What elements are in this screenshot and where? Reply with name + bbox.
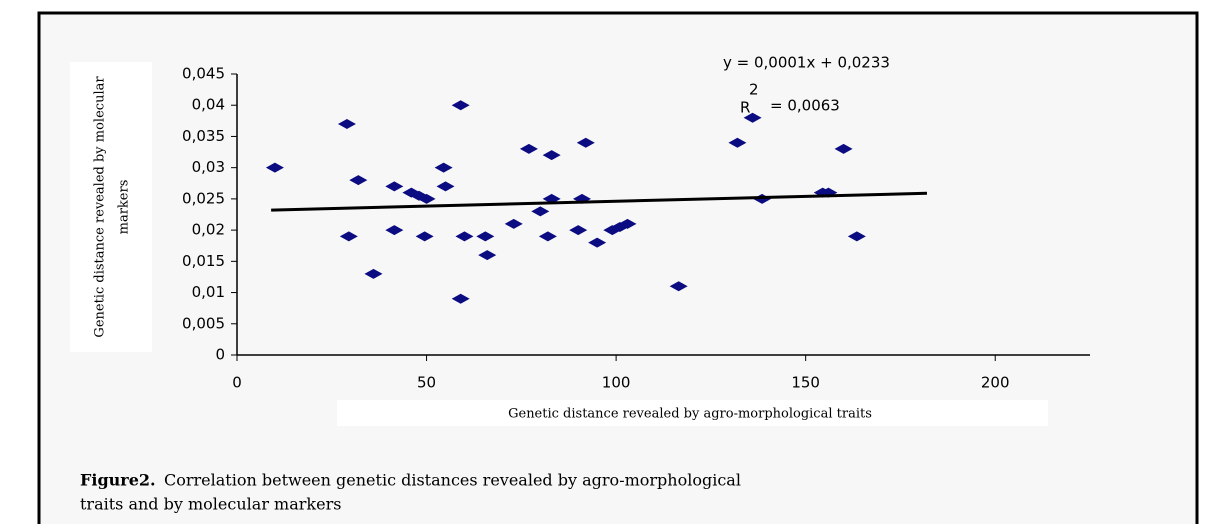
point (743, 112, 762, 123)
point (451, 293, 470, 304)
y-tick-label: 0,015 (182, 252, 225, 270)
point (847, 231, 866, 242)
point (476, 231, 495, 242)
y-tick-label: 0 (215, 346, 225, 364)
point (417, 193, 436, 204)
caption: Correlation between genetic distances re… (164, 471, 741, 490)
point (385, 181, 404, 192)
point (337, 118, 356, 129)
point (364, 268, 383, 279)
x-tick-label: 100 (602, 374, 631, 392)
figure-background (39, 13, 1197, 524)
point (415, 231, 434, 242)
point (569, 225, 588, 236)
caption-label: Figure2. (80, 471, 156, 490)
y-tick-label: 0,02 (192, 221, 225, 239)
x-tick-label: 0 (232, 374, 242, 392)
x-tick-label: 50 (417, 374, 436, 392)
point (588, 237, 607, 248)
point (531, 206, 550, 217)
x-axis-label: Genetic distance revealed by agro-morpho… (508, 407, 872, 422)
y-axis-label: markers (117, 180, 132, 235)
point (478, 250, 497, 261)
x-label-box (337, 400, 1048, 426)
point (265, 162, 284, 173)
point (542, 150, 561, 161)
caption: traits and by molecular markers (80, 495, 341, 514)
y-tick-label: 0,045 (182, 65, 225, 83)
r2-exponent: 2 (749, 81, 759, 99)
point (669, 281, 688, 292)
y-label-box (70, 62, 152, 352)
point (618, 218, 637, 229)
y-tick-label: 0,01 (192, 283, 225, 301)
point (385, 225, 404, 236)
point (519, 143, 538, 154)
trendline (271, 191, 928, 212)
x-tick-label: 150 (791, 374, 820, 392)
point (504, 218, 523, 229)
point (436, 181, 455, 192)
point (576, 137, 595, 148)
r2-symbol: R (740, 99, 750, 117)
equation: y = 0,0001x + 0,0233 (723, 54, 890, 72)
point (538, 231, 557, 242)
point (339, 231, 358, 242)
point (455, 231, 474, 242)
r2-value: = 0,0063 (770, 97, 840, 115)
y-axis-label: Genetic distance revealed by molecular (93, 76, 108, 338)
y-tick-label: 0,04 (192, 96, 225, 114)
point (349, 175, 368, 186)
point (834, 143, 853, 154)
figure-border (37, 11, 1199, 524)
point (728, 137, 747, 148)
y-tick-label: 0,025 (182, 189, 225, 207)
y-tick-label: 0,005 (182, 314, 225, 332)
x-tick-label: 200 (981, 374, 1010, 392)
point (451, 100, 470, 111)
y-tick-label: 0,03 (192, 158, 225, 176)
y-tick-label: 0,035 (182, 127, 225, 145)
point (434, 162, 453, 173)
